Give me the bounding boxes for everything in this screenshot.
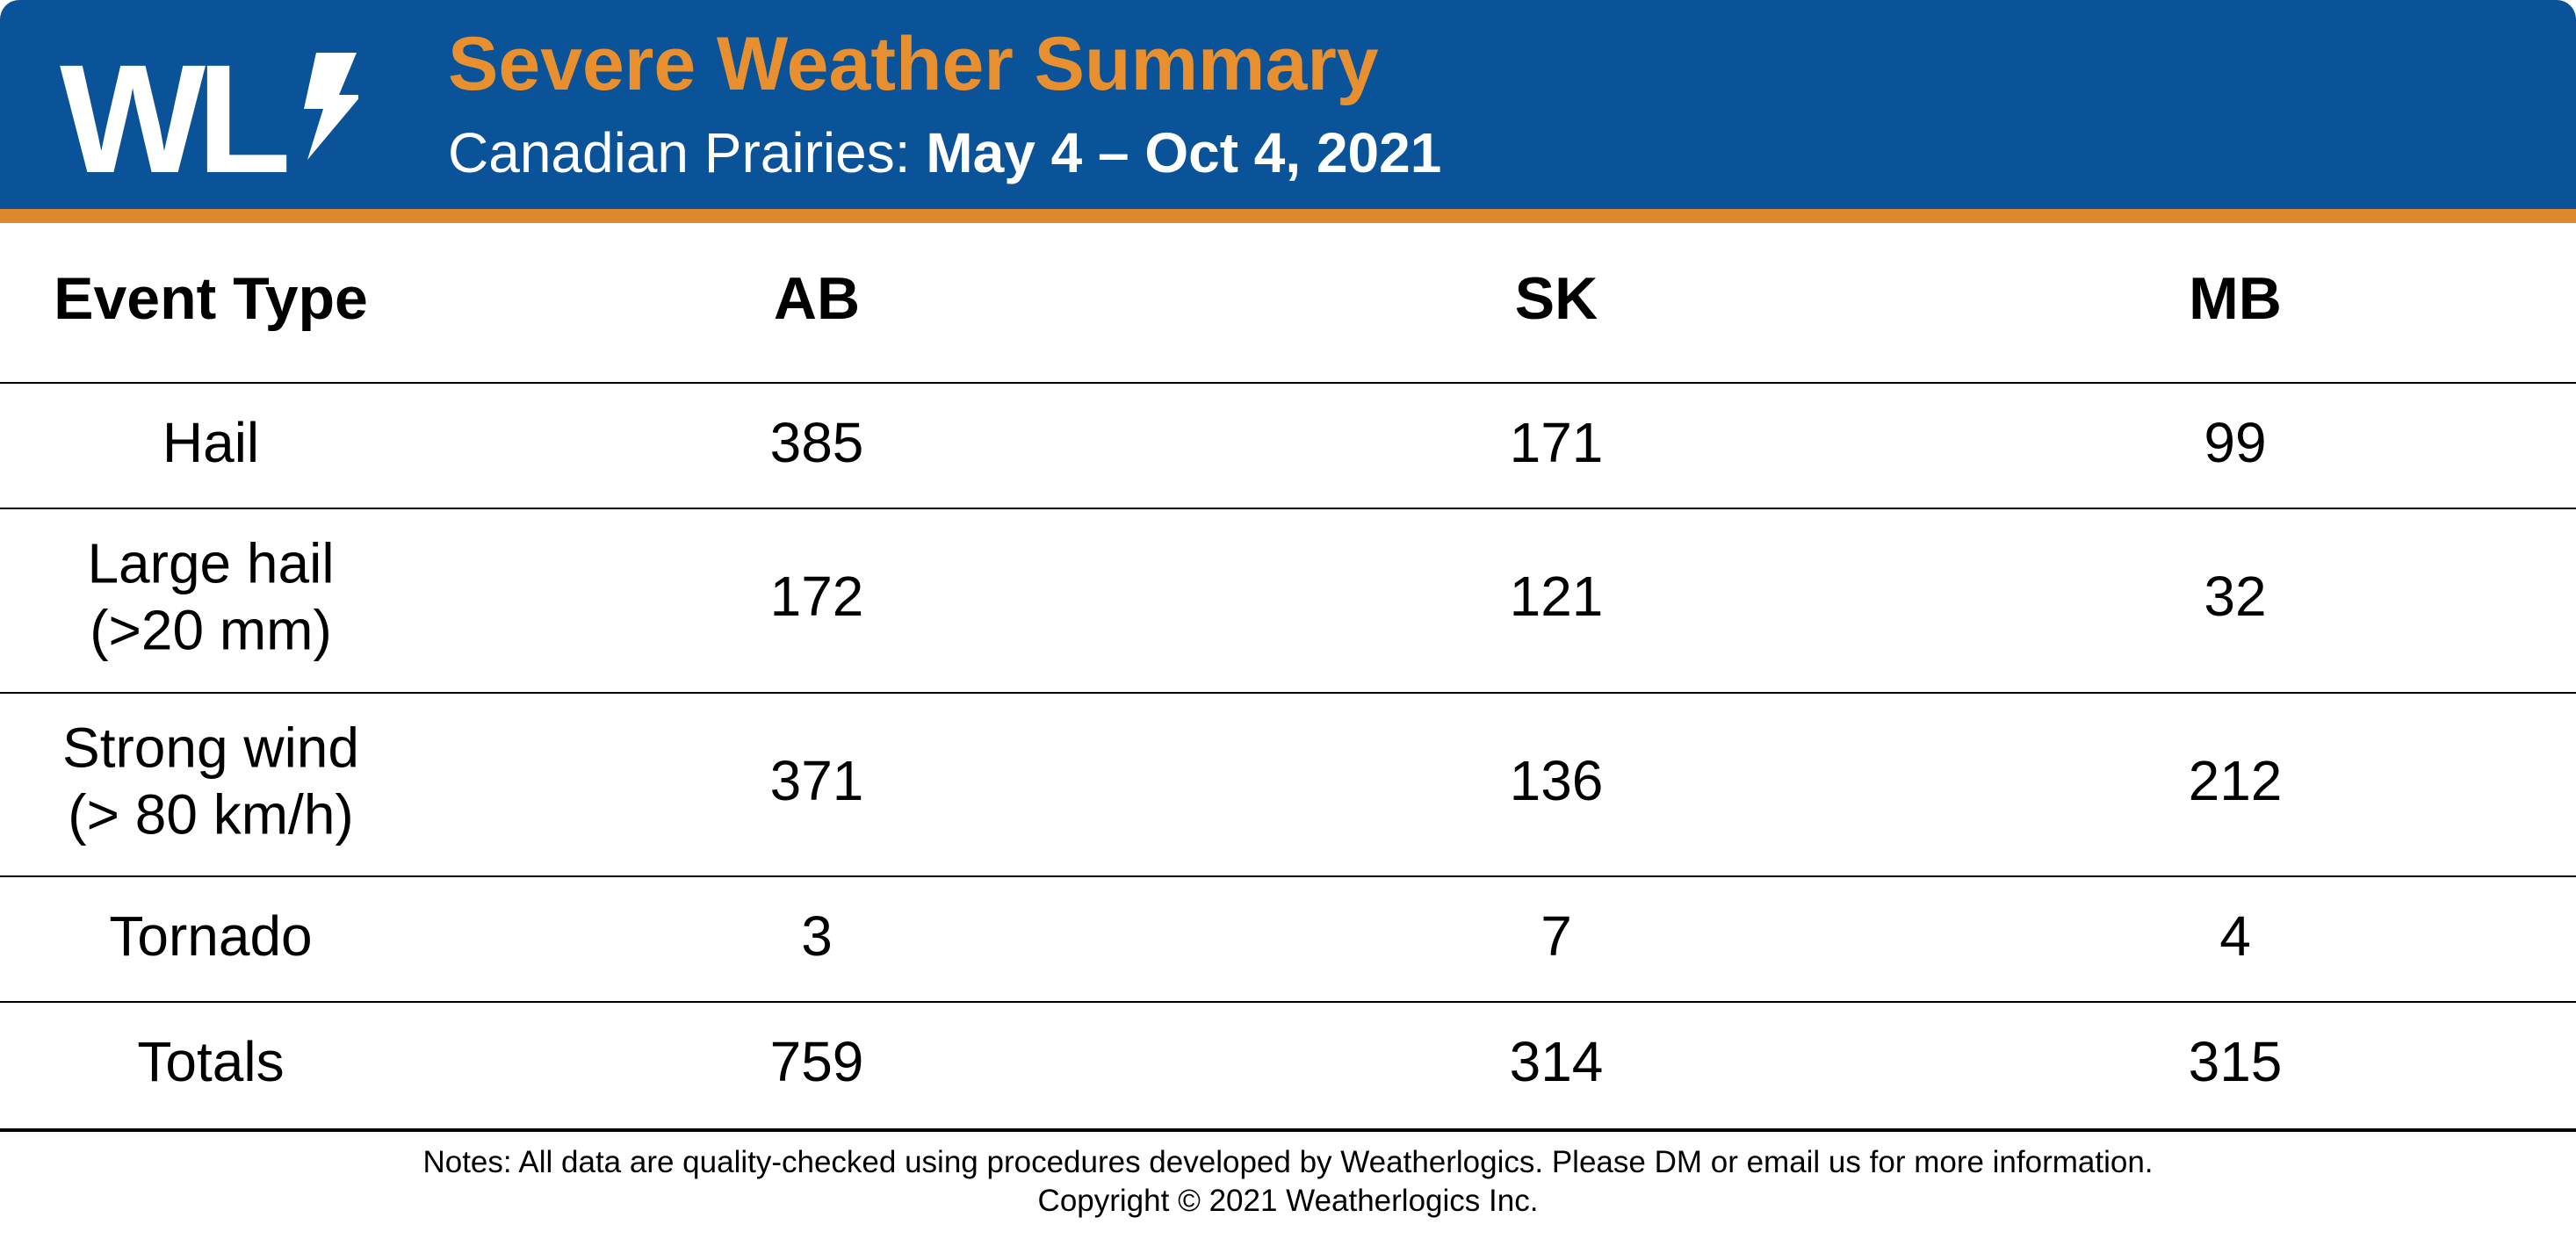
lightning-bolt-icon [304, 53, 358, 160]
subtitle-region: Canadian Prairies: [448, 121, 927, 184]
row-label-line: Hail [162, 411, 260, 475]
table-cell-ab: 3 [801, 904, 833, 969]
table-rule [0, 875, 2576, 877]
row-label: Tornado [109, 904, 312, 970]
row-label: Strong wind (> 80 km/h) [62, 715, 359, 847]
row-label-line: (>20 mm) [90, 598, 332, 661]
table-cell-mb: 212 [2188, 749, 2283, 813]
table-cell-mb: 99 [2204, 411, 2267, 475]
row-label-line: Tornado [109, 904, 313, 969]
weatherlogics-logo: WL [60, 42, 358, 183]
table-rule [0, 1001, 2576, 1003]
table-cell-ab: 385 [769, 411, 864, 475]
table-rule [0, 508, 2576, 509]
table-rule [0, 692, 2576, 694]
footer-notes: Notes: All data are quality-checked usin… [422, 1145, 2154, 1179]
table-cell-sk: 121 [1509, 565, 1604, 629]
row-label: Large hail (>20 mm) [87, 530, 334, 663]
row-label-line: Large hail [87, 531, 335, 595]
table-cell-mb: 4 [2219, 904, 2251, 969]
table-cell-mb: 32 [2204, 565, 2267, 629]
row-label: Hail [162, 410, 259, 477]
table-cell-ab: 759 [769, 1030, 864, 1094]
table-cell-ab: 172 [769, 565, 864, 629]
table-cell-sk: 314 [1509, 1030, 1604, 1094]
footer-copyright: Copyright © 2021 Weatherlogics Inc. [1037, 1184, 1539, 1218]
table-cell-sk: 7 [1541, 904, 1572, 969]
table-cell-mb: 315 [2188, 1030, 2283, 1094]
column-header: MB [2189, 264, 2282, 332]
row-label: Totals [137, 1029, 284, 1096]
header-accent-stripe [0, 209, 2576, 223]
table-cell-ab: 371 [769, 749, 864, 813]
header-banner [0, 0, 2576, 209]
row-label-line: (> 80 km/h) [68, 782, 354, 846]
table-rule [0, 382, 2576, 384]
table-cell-sk: 171 [1509, 411, 1604, 475]
page-subtitle: Canadian Prairies: May 4 – Oct 4, 2021 [448, 125, 1441, 181]
row-label-line: Strong wind [62, 716, 359, 780]
column-header: SK [1514, 264, 1598, 332]
row-label-line: Totals [137, 1030, 285, 1094]
column-header: AB [773, 264, 861, 332]
table-rule [0, 1128, 2576, 1132]
column-header: Event Type [54, 264, 368, 332]
table-cell-sk: 136 [1509, 749, 1604, 813]
logo-text: WL [60, 42, 287, 183]
subtitle-dates: May 4 – Oct 4, 2021 [926, 121, 1442, 184]
page-title: Severe Weather Summary [448, 22, 1379, 106]
